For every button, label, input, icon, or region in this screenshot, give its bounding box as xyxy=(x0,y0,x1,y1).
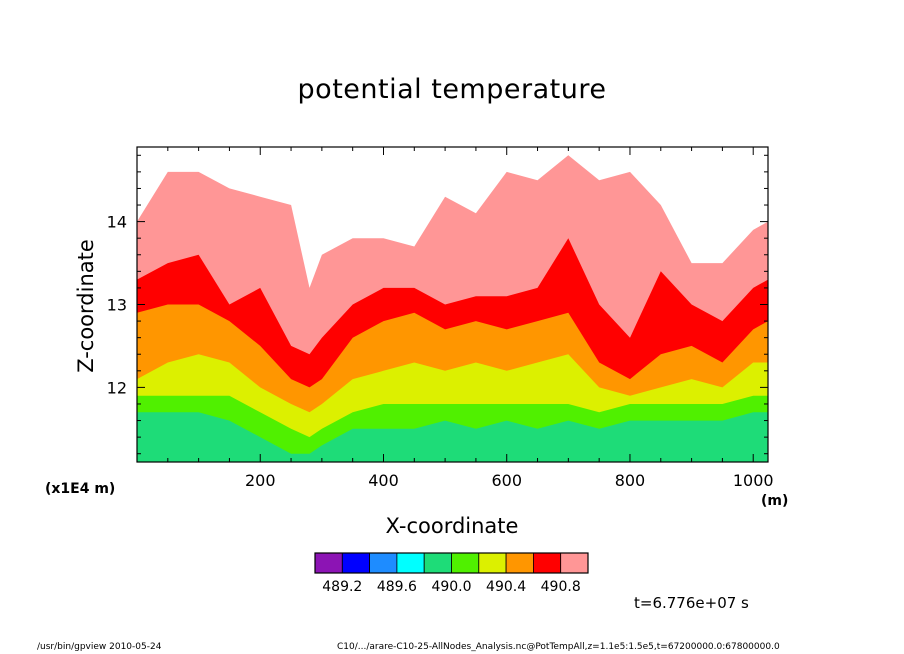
y-tick-label: 12 xyxy=(107,378,127,397)
y-tick-label: 14 xyxy=(107,213,127,232)
x-axis-label: X-coordinate xyxy=(385,514,519,538)
x-tick-label: 1000 xyxy=(733,471,774,490)
y-tick-label: 13 xyxy=(107,296,127,315)
x-tick-label: 200 xyxy=(245,471,276,490)
contour-band xyxy=(137,412,768,462)
chart-title: potential temperature xyxy=(297,74,607,105)
x-tick-label: 600 xyxy=(491,471,522,490)
x-unit-label: (m) xyxy=(761,493,789,509)
footer-right-note: C10/.../arare-C10-25-AllNodes_Analysis.n… xyxy=(337,642,780,652)
colorbar-swatch xyxy=(451,552,480,574)
colorbar-swatch xyxy=(423,552,452,574)
colorbar-swatch xyxy=(396,552,425,574)
time-annotation: t=6.776e+07 s xyxy=(634,594,749,612)
colorbar-swatch xyxy=(533,552,562,574)
colorbar-swatch xyxy=(478,552,507,574)
y-scale-note: (x1E4 m) xyxy=(45,481,116,497)
colorbar-swatch xyxy=(314,552,343,574)
x-axis-ticks: 200 400 600 800 1000 xyxy=(167,147,774,490)
contour-layers xyxy=(137,147,768,462)
colorbar-swatch xyxy=(505,552,534,574)
colorbar-label: 489.2 xyxy=(322,579,362,595)
colorbar-frame xyxy=(314,552,589,574)
y-axis-ticks: 12 13 14 xyxy=(107,154,768,455)
x-tick-label: 400 xyxy=(368,471,399,490)
colorbar-label: 490.4 xyxy=(486,579,526,595)
colorbar-label: 489.6 xyxy=(377,579,417,595)
colorbar-label: 490.8 xyxy=(541,579,581,595)
colorbar-swatch xyxy=(369,552,398,574)
colorbar: 489.2 489.6 490.0 490.4 490.8 xyxy=(314,552,589,595)
x-tick-label: 800 xyxy=(615,471,646,490)
colorbar-label: 490.0 xyxy=(431,579,471,595)
colorbar-swatch xyxy=(341,552,370,574)
colorbar-swatch xyxy=(560,552,589,574)
footer-left-note: /usr/bin/gpview 2010-05-24 xyxy=(37,642,162,652)
